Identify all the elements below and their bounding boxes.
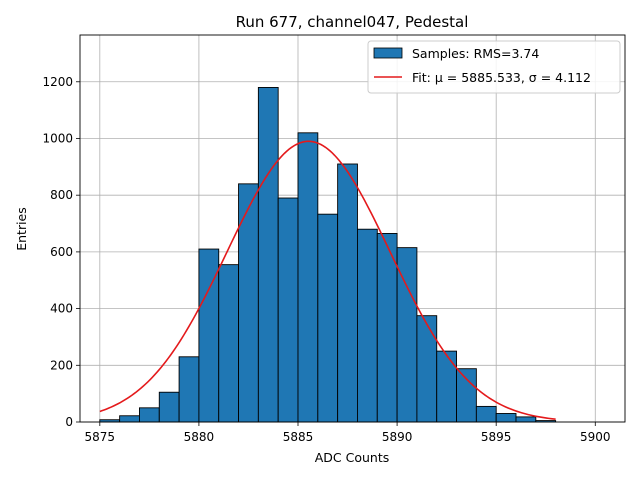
histogram-bar: [158, 391, 180, 423]
x-tick-label: 5875: [85, 430, 116, 444]
y-tick-label: 800: [50, 188, 73, 202]
histogram-bar: [456, 368, 477, 423]
histogram-bar: [238, 183, 259, 423]
plot-frame: [79, 34, 626, 423]
legend-box: [367, 40, 621, 94]
legend: Samples: RMS=3.74 Fit: μ = 5885.533, σ =…: [367, 40, 621, 94]
x-tick-label: 5880: [184, 430, 215, 444]
histogram-bar: [297, 132, 319, 423]
histogram-bar: [139, 407, 160, 423]
histogram-bar: [436, 350, 457, 423]
x-tick-label: 5890: [382, 430, 413, 444]
x-tick-label: 5885: [283, 430, 314, 444]
y-axis-ticks: 0 200 400 600 800 1000 1200: [42, 75, 80, 429]
y-tick-label: 400: [50, 302, 73, 316]
legend-label-samples: Samples: RMS=3.74: [412, 46, 539, 61]
histogram-bar: [515, 416, 537, 423]
x-tick-label: 5900: [580, 430, 611, 444]
chart-title: Run 677, channel047, Pedestal: [236, 13, 469, 31]
y-axis-label: Entries: [14, 207, 29, 251]
x-axis-ticks: 5875 5880 5885 5890 5895 5900: [85, 422, 611, 444]
x-tick-label: 5895: [481, 430, 512, 444]
histogram-bar: [178, 356, 200, 423]
histogram-bar: [495, 413, 517, 423]
histogram-bar: [475, 405, 497, 423]
histogram-bar: [337, 163, 358, 423]
legend-swatch-samples: [373, 47, 403, 59]
histogram-bar: [257, 87, 279, 423]
histogram-bar: [277, 197, 299, 423]
x-axis-label: ADC Counts: [315, 450, 390, 465]
histogram-bar: [416, 315, 438, 423]
y-tick-label: 0: [65, 415, 73, 429]
histogram-bars: [99, 87, 557, 423]
histogram-bar: [317, 213, 339, 423]
histogram-bar: [357, 228, 378, 423]
legend-label-fit: Fit: μ = 5885.533, σ = 4.112: [412, 70, 591, 85]
y-tick-label: 1200: [42, 75, 73, 89]
histogram-bar: [119, 415, 140, 423]
y-tick-label: 200: [50, 358, 73, 372]
y-tick-label: 600: [50, 245, 73, 259]
y-tick-label: 1000: [42, 131, 73, 145]
fit-curve: [99, 140, 556, 420]
histogram-bar: [218, 264, 239, 423]
